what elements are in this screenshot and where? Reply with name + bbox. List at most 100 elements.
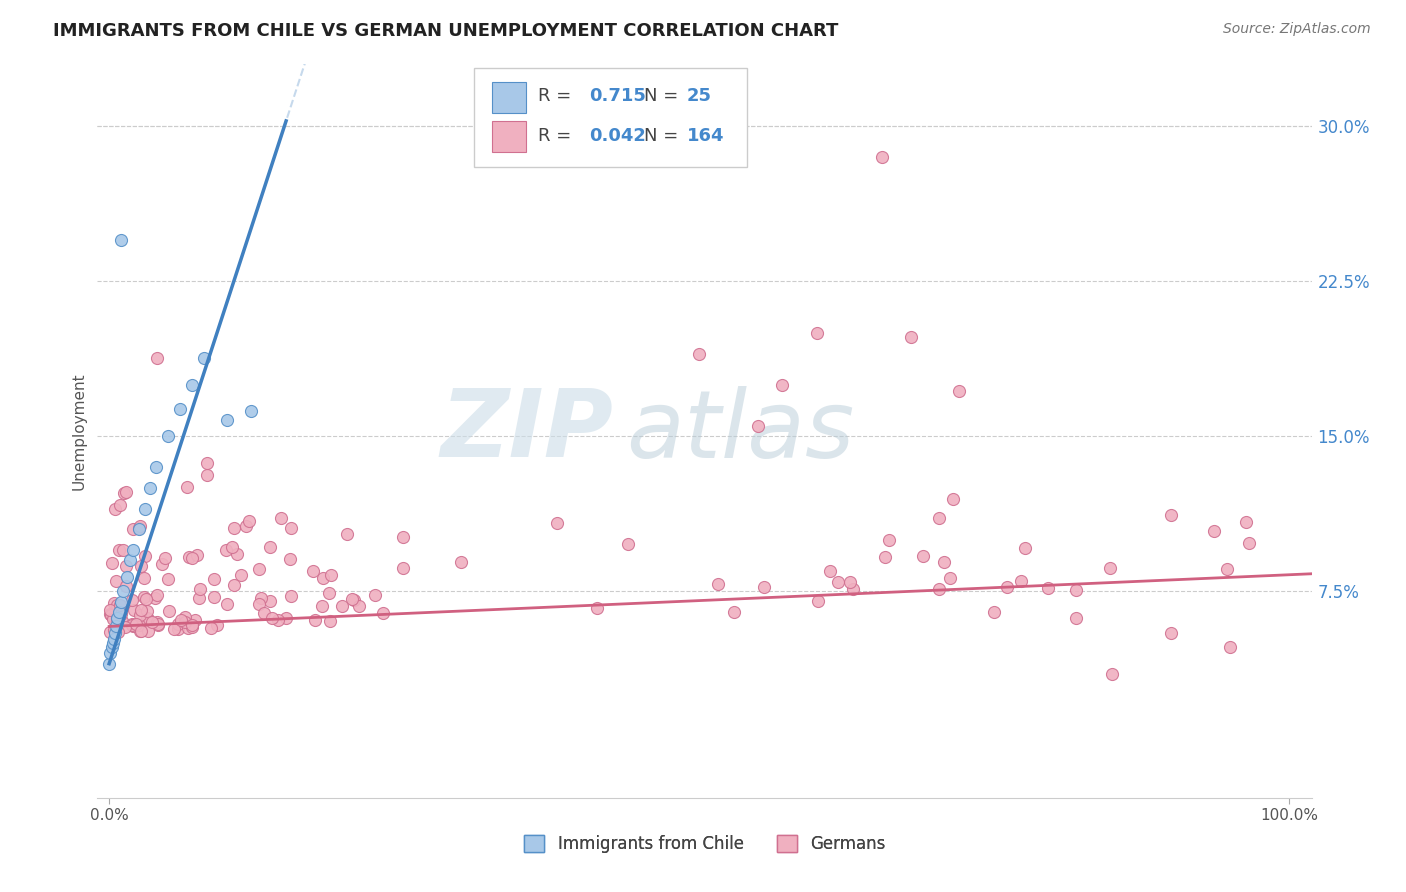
Point xyxy=(111,614,134,628)
Point xyxy=(101,610,124,624)
Point xyxy=(1064,583,1087,598)
Point xyxy=(121,543,143,558)
Point xyxy=(807,594,830,608)
Point xyxy=(115,559,138,574)
FancyBboxPatch shape xyxy=(492,121,526,153)
Point xyxy=(188,582,211,596)
Point xyxy=(983,605,1005,619)
Point xyxy=(98,607,121,621)
Point xyxy=(135,592,157,607)
Point xyxy=(98,625,121,640)
Point xyxy=(842,582,865,596)
Point xyxy=(128,519,150,533)
Point xyxy=(114,485,136,500)
Point xyxy=(180,618,202,632)
Point xyxy=(128,521,150,535)
Point xyxy=(688,346,710,360)
Point xyxy=(312,571,335,585)
Point xyxy=(145,460,167,475)
Point xyxy=(141,615,163,629)
Point xyxy=(163,622,186,636)
Point xyxy=(150,557,173,571)
Point xyxy=(121,592,143,607)
Point xyxy=(131,558,153,573)
Point xyxy=(304,613,326,627)
Point xyxy=(184,613,207,627)
Point xyxy=(319,567,342,582)
Point xyxy=(128,608,150,623)
Point xyxy=(129,624,152,638)
Point xyxy=(107,611,129,625)
Point xyxy=(136,604,159,618)
Point xyxy=(371,607,394,621)
Point xyxy=(138,624,160,638)
Point xyxy=(202,572,225,586)
Point xyxy=(98,603,121,617)
Point xyxy=(280,589,302,603)
Point xyxy=(104,625,127,640)
Point xyxy=(107,605,129,619)
Point xyxy=(193,351,215,365)
Point xyxy=(110,605,132,619)
Point xyxy=(948,384,970,398)
Point xyxy=(838,574,860,589)
Point xyxy=(1101,667,1123,681)
Point xyxy=(174,610,197,624)
Point xyxy=(318,585,340,599)
Point xyxy=(111,543,134,558)
Point xyxy=(330,599,353,613)
Point xyxy=(176,480,198,494)
Point xyxy=(177,621,200,635)
Point xyxy=(247,597,270,611)
Point xyxy=(105,574,128,588)
FancyBboxPatch shape xyxy=(474,68,748,167)
Point xyxy=(121,618,143,632)
Point xyxy=(877,533,900,548)
Point xyxy=(129,624,152,638)
Text: 25: 25 xyxy=(686,87,711,104)
Point xyxy=(928,511,950,525)
Point xyxy=(221,540,243,554)
Point xyxy=(188,591,211,606)
Point xyxy=(806,326,828,340)
Point xyxy=(928,582,950,597)
Point xyxy=(103,623,125,637)
Text: atlas: atlas xyxy=(626,385,855,476)
Point xyxy=(217,413,239,427)
Point xyxy=(1204,524,1226,538)
Text: N =: N = xyxy=(644,127,678,145)
Point xyxy=(146,351,169,365)
Text: IMMIGRANTS FROM CHILE VS GERMAN UNEMPLOYMENT CORRELATION CHART: IMMIGRANTS FROM CHILE VS GERMAN UNEMPLOY… xyxy=(53,22,839,40)
Point xyxy=(177,549,200,564)
Point xyxy=(1014,541,1036,556)
Point xyxy=(942,491,965,506)
Legend: Immigrants from Chile, Germans: Immigrants from Chile, Germans xyxy=(517,828,893,860)
Point xyxy=(1234,515,1257,529)
Point xyxy=(1160,625,1182,640)
Point xyxy=(752,580,775,594)
Point xyxy=(617,537,640,551)
Point xyxy=(336,527,359,541)
Point xyxy=(939,571,962,585)
Point xyxy=(146,589,169,603)
Point xyxy=(121,522,143,536)
Point xyxy=(1160,508,1182,522)
Point xyxy=(108,599,131,613)
Text: 164: 164 xyxy=(686,127,724,145)
Point xyxy=(222,521,245,535)
Point xyxy=(1219,640,1241,654)
Point xyxy=(100,640,122,654)
Point xyxy=(101,636,124,650)
Point xyxy=(105,612,128,626)
Point xyxy=(167,622,190,636)
Point xyxy=(100,607,122,622)
Point xyxy=(1010,574,1032,588)
Point xyxy=(169,402,191,417)
Point xyxy=(136,611,159,625)
Point xyxy=(180,619,202,633)
Point xyxy=(253,607,276,621)
Point xyxy=(103,632,125,646)
Point xyxy=(134,571,156,585)
Point xyxy=(205,618,228,632)
Point xyxy=(180,377,202,392)
